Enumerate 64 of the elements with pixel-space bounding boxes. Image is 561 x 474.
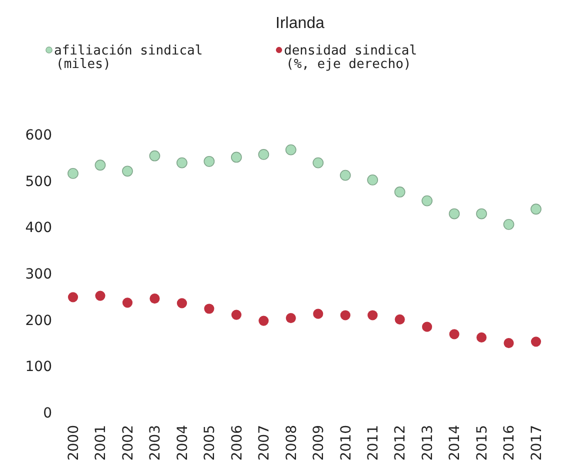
x-tick-label: 2014 [447,424,464,461]
x-tick-label: 2006 [229,424,246,461]
point [231,310,242,320]
point [503,218,514,230]
point [285,144,296,156]
y-tick-label: 300 [25,266,52,282]
point [340,310,350,320]
chart-title: Irlanda [276,15,325,32]
point [122,166,133,177]
point [204,304,214,314]
point [122,298,133,308]
point [394,186,406,198]
point [68,292,78,302]
x-tick-label: 2011 [365,425,382,461]
point [368,310,378,320]
point [230,152,242,163]
point [448,208,460,220]
point [449,329,460,340]
y-tick-label: 400 [25,220,52,236]
x-tick-label: 2005 [202,425,218,461]
x-tick-label: 2004 [174,424,191,461]
x-tick-label: 2015 [474,425,490,461]
x-tick-label: 2002 [120,425,136,461]
legend-label: afiliación sindical (miles) [54,44,203,72]
point [94,160,106,171]
y-tick-label: 500 [25,174,52,190]
x-tick-label: 2013 [420,425,436,461]
point [312,157,324,168]
point [422,322,432,332]
point [530,336,542,347]
point [68,168,78,179]
x-tick-label: 2003 [148,425,164,461]
point [476,208,487,220]
x-tick-label: 2007 [256,425,273,461]
x-tick-label: 2017 [528,425,545,461]
point [176,298,187,308]
point [367,174,378,186]
point [176,157,188,168]
point [394,314,405,324]
y-tick-label: 100 [25,359,52,376]
y-tick-label: 0 [43,405,52,422]
legend-label: densidad sindical (%, eje derecho) [284,44,418,72]
y-tick-label: 200 [25,312,52,329]
x-tick-label: 2016 [502,424,518,461]
point [340,170,351,181]
point [204,156,215,167]
x-tick-label: 2010 [338,425,354,461]
point [286,312,296,324]
point [258,149,270,160]
point [313,308,324,319]
y-tick-label: 600 [25,127,52,144]
point [95,290,106,301]
point [149,150,160,162]
x-tick-label: 2000 [66,425,82,461]
point [422,195,433,206]
point [504,338,514,348]
x-tick-label: 2009 [311,425,328,461]
x-tick-label: 2008 [284,425,300,461]
point [258,316,269,326]
point [150,294,160,304]
x-tick-label: 2012 [392,425,409,461]
point [530,204,542,215]
x-tick-label: 2001 [93,425,110,461]
point [476,332,487,343]
